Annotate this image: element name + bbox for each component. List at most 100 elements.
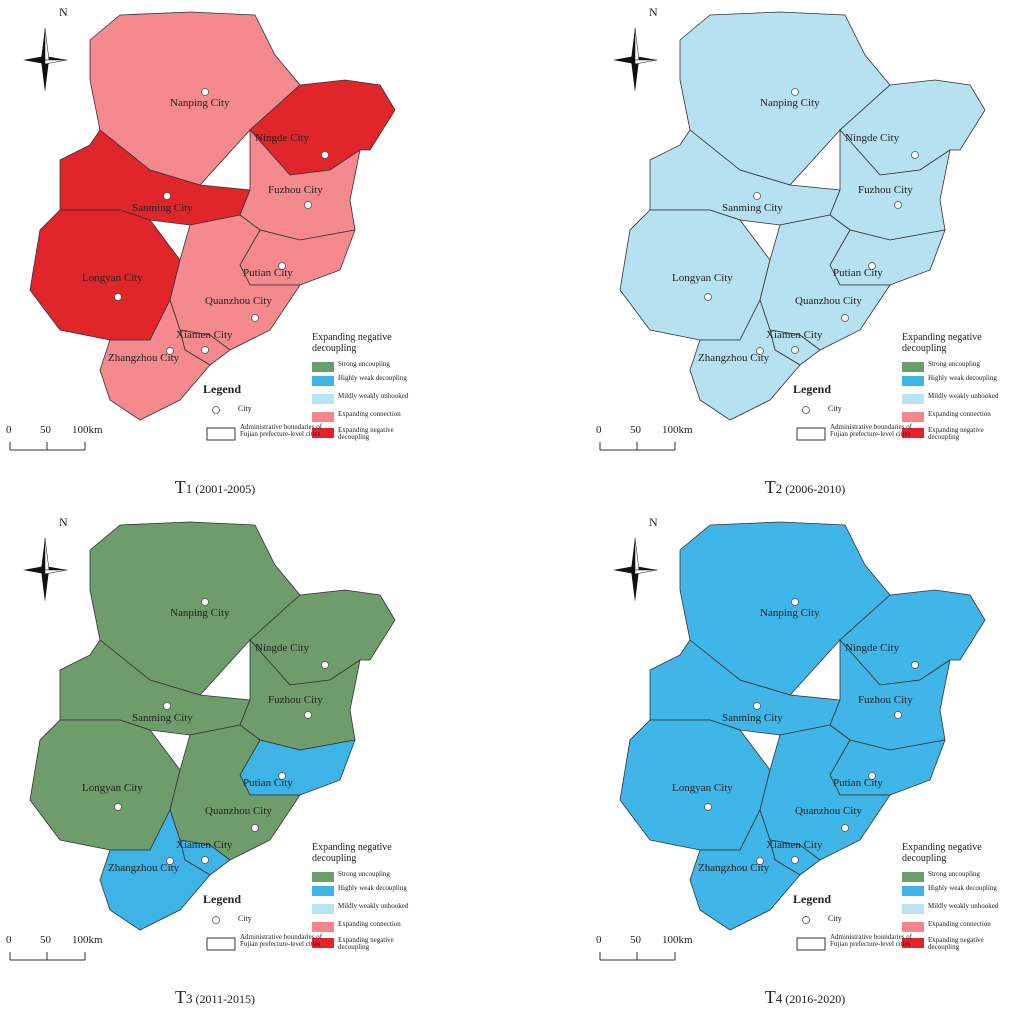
compass — [44, 59, 68, 65]
compass — [634, 569, 658, 575]
scale-label: 0 — [6, 934, 12, 946]
legend-label: Highly weak decoupling — [928, 374, 997, 382]
north-label: N — [59, 515, 68, 529]
legend-label: Mildly weakly unhooked — [928, 902, 999, 910]
city-marker — [251, 314, 259, 322]
legend-boundary — [206, 937, 236, 951]
legend-boundary — [796, 937, 826, 951]
city-marker — [304, 711, 312, 719]
map-panel: N 0 50 100km Nanping City Ningde City Sanming … — [0, 510, 430, 1015]
city-marker — [321, 151, 329, 159]
region — [649, 639, 841, 736]
city-marker — [166, 347, 174, 355]
city-label: Longyan City — [672, 782, 733, 794]
legend-swatch — [312, 394, 334, 404]
legend-label: Expanding negative decoupling — [338, 426, 394, 442]
legend-label: Strong uncoupling — [928, 360, 980, 368]
city-label: Quanzhou City — [205, 295, 272, 307]
city-label: Fuzhou City — [858, 694, 913, 706]
region — [99, 808, 211, 931]
scale-label: 100km — [662, 934, 693, 946]
city-marker — [894, 711, 902, 719]
compass — [634, 537, 640, 571]
north-label: N — [649, 515, 658, 529]
legend-boundary-label: Administrative boundaries of Fujian pref… — [240, 933, 323, 949]
city-label: Xiamen City — [176, 839, 233, 851]
legend-city-marker — [802, 916, 810, 924]
city-marker — [251, 824, 259, 832]
caption-index: 2 — [775, 481, 783, 496]
map-panel: N 0 50 100km Nanping City Ningde City Sanming … — [0, 0, 430, 505]
city-marker — [278, 772, 286, 780]
legend-swatch — [312, 922, 334, 932]
legend-swatch — [902, 922, 924, 932]
city-marker — [704, 293, 712, 301]
city-marker — [753, 192, 761, 200]
region — [59, 129, 251, 226]
legend-swatch — [902, 412, 924, 422]
city-label: Fuzhou City — [268, 694, 323, 706]
compass — [44, 27, 50, 61]
map — [599, 11, 986, 451]
scale-label: 0 — [596, 934, 602, 946]
compass — [634, 59, 658, 65]
legend-label: Expanding connection — [928, 920, 991, 928]
legend-boundary-label: Administrative boundaries of Fujian pref… — [240, 423, 323, 439]
legend-city: City — [238, 404, 252, 413]
legend-swatch — [902, 362, 924, 372]
city-marker — [166, 857, 174, 865]
legend-swatch — [312, 376, 334, 386]
legend-label: Mildly weakly unhooked — [928, 392, 999, 400]
scale-label: 100km — [662, 424, 693, 436]
legend-label: Expanding connection — [338, 920, 401, 928]
city-label: Sanming City — [132, 712, 193, 724]
city-label: Nanping City — [170, 97, 230, 109]
region — [689, 298, 801, 421]
city-label: Ningde City — [255, 642, 310, 654]
legend-title: Expanding negative decoupling — [902, 332, 982, 354]
scale-label: 100km — [72, 934, 103, 946]
city-marker — [791, 598, 799, 606]
legend-swatch — [312, 872, 334, 882]
city-label: Ningde City — [845, 132, 900, 144]
legend-label: Strong uncoupling — [928, 870, 980, 878]
city-label: Quanzhou City — [795, 295, 862, 307]
caption-period: (2001-2005) — [195, 482, 256, 496]
city-label: Putian City — [833, 777, 883, 789]
compass — [44, 537, 50, 571]
city-label: Putian City — [243, 777, 293, 789]
map — [9, 11, 396, 451]
north-label: N — [59, 5, 68, 19]
caption-period: (2016-2020) — [785, 992, 846, 1006]
city-marker — [911, 151, 919, 159]
scale-label: 50 — [630, 424, 641, 436]
legend-boundary — [796, 427, 826, 441]
legend-label: Expanding negative decoupling — [928, 936, 984, 952]
scale-label: 100km — [72, 424, 103, 436]
caption-index: 1 — [185, 481, 193, 496]
city-label: Nanping City — [760, 607, 820, 619]
city-label: Quanzhou City — [205, 805, 272, 817]
legend-label: Highly weak decoupling — [928, 884, 997, 892]
legend-swatch — [312, 362, 334, 372]
legend-label: Expanding negative decoupling — [338, 936, 394, 952]
city-marker — [868, 772, 876, 780]
caption-letter: T — [174, 987, 186, 1007]
map-panel: N 0 50 100km Nanping City Ningde City Sanming … — [590, 510, 1020, 1015]
city-label: Sanming City — [722, 202, 783, 214]
city-marker — [163, 192, 171, 200]
legend-label: Strong uncoupling — [338, 870, 390, 878]
city-marker — [791, 346, 799, 354]
city-label: Nanping City — [170, 607, 230, 619]
legend-heading: Legend — [203, 382, 242, 396]
legend-city: City — [238, 914, 252, 923]
region — [689, 808, 801, 931]
legend-title: Expanding negative decoupling — [312, 842, 392, 864]
city-label: Xiamen City — [766, 839, 823, 851]
city-marker — [201, 88, 209, 96]
region — [59, 639, 251, 736]
city-label: Longyan City — [82, 782, 143, 794]
city-label: Xiamen City — [766, 329, 823, 341]
legend-swatch — [312, 938, 334, 948]
